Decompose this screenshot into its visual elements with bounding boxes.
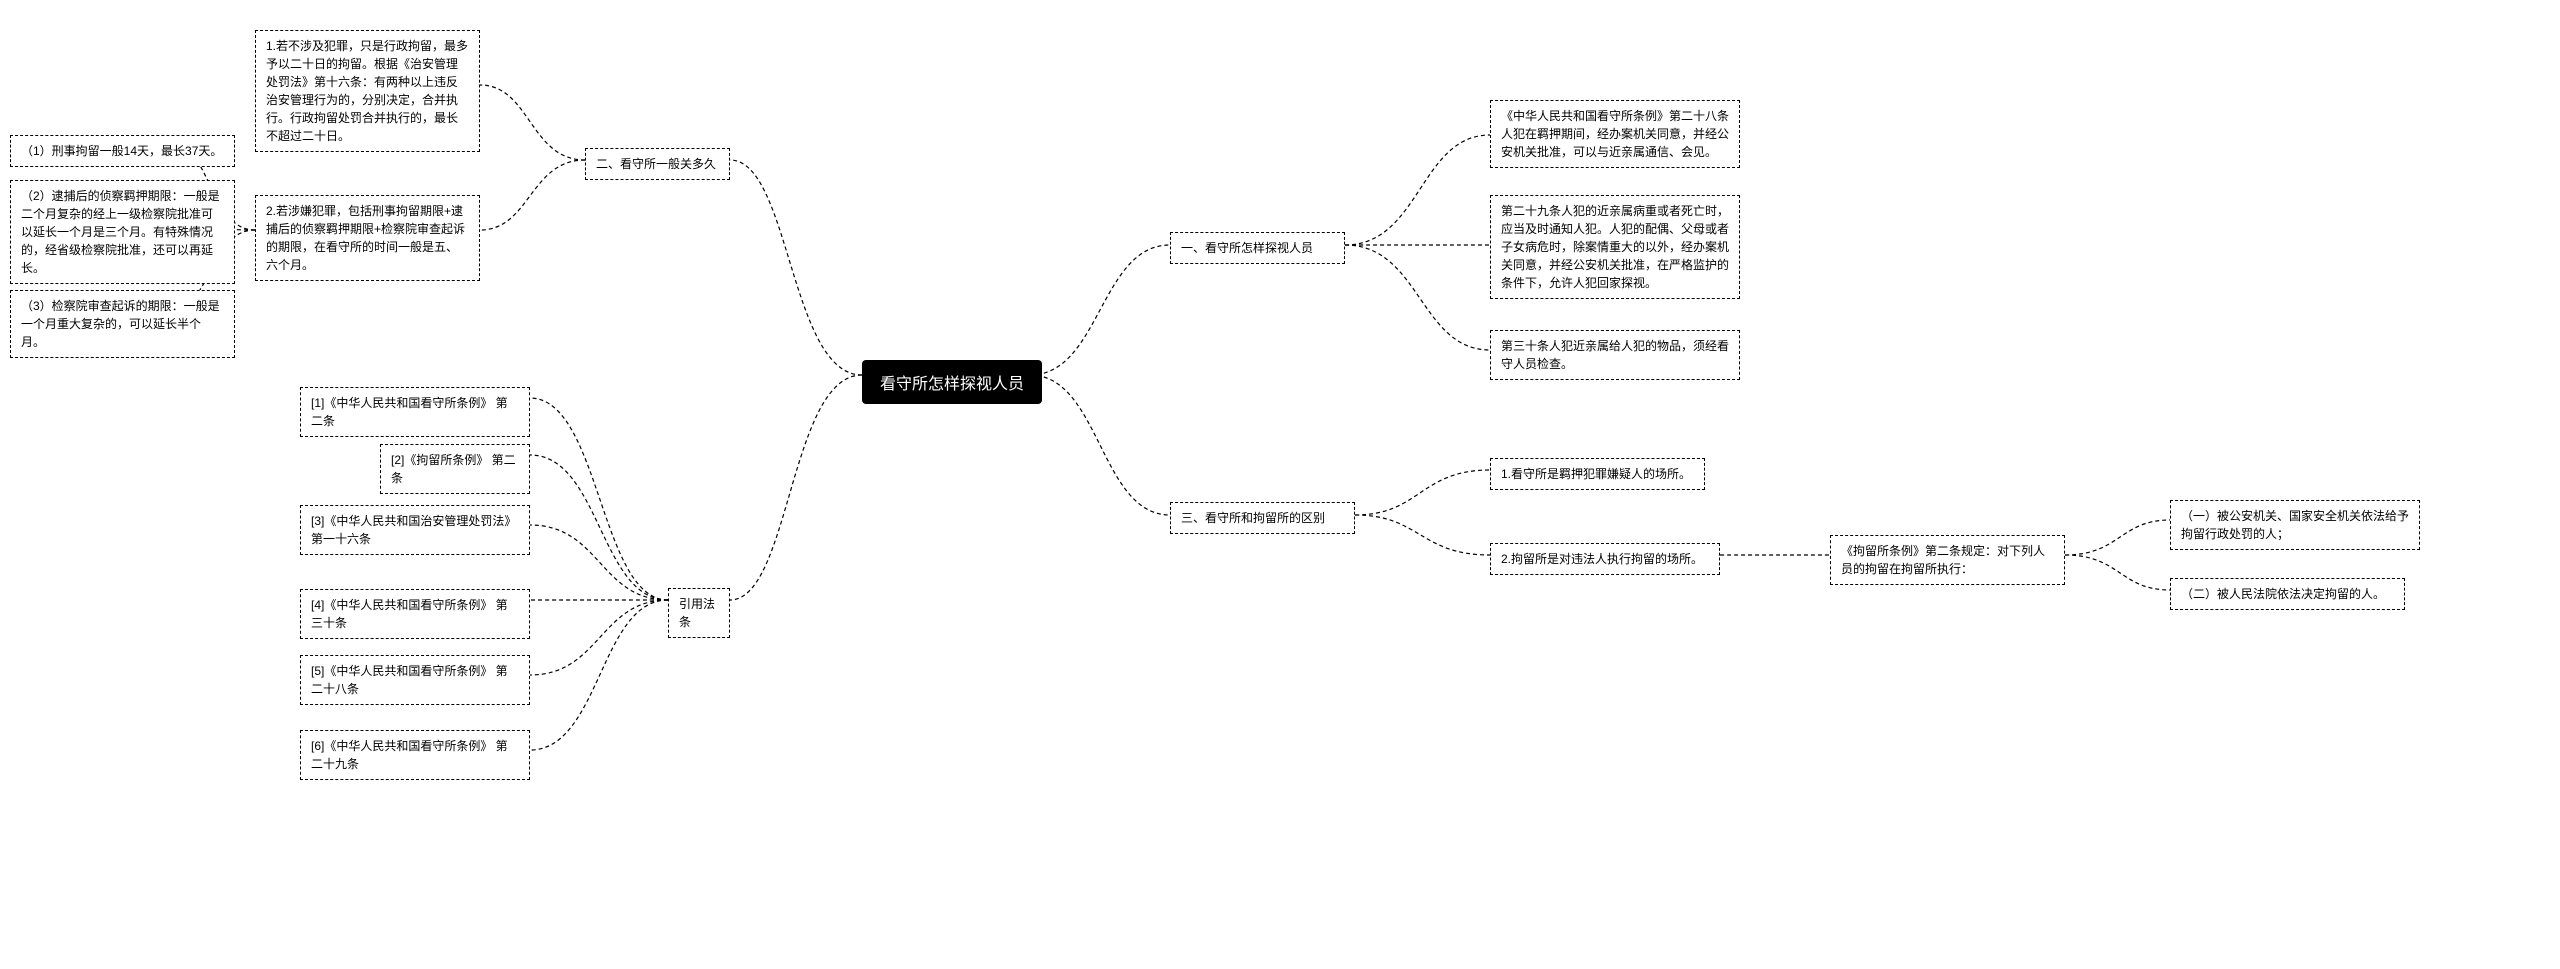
section-2-item-2-sub-1: （1）刑事拘留一般14天，最长37天。 [10,135,235,167]
section-3-title: 三、看守所和拘留所的区别 [1170,502,1355,534]
section-2-item-2: 2.若涉嫌犯罪，包括刑事拘留期限+逮捕后的侦察羁押期限+检察院审查起诉的期限，在… [255,195,480,281]
section-1-item-1: 《中华人民共和国看守所条例》第二十八条人犯在羁押期间，经办案机关同意，并经公安机… [1490,100,1740,168]
section-2-item-2-sub-2: （2）逮捕后的侦察羁押期限：一般是二个月复杂的经上一级检察院批准可以延长一个月是… [10,180,235,284]
root-node: 看守所怎样探视人员 [862,360,1042,404]
section-1-title: 一、看守所怎样探视人员 [1170,232,1345,264]
section-2-title: 二、看守所一般关多久 [585,148,730,180]
section-3-item-2-sub-1: （一）被公安机关、国家安全机关依法给予拘留行政处罚的人； [2170,500,2420,550]
laws-item-6: [6]《中华人民共和国看守所条例》 第二十九条 [300,730,530,780]
section-3-item-2-sub: 《拘留所条例》第二条规定：对下列人员的拘留在拘留所执行： [1830,535,2065,585]
laws-item-2: [2]《拘留所条例》 第二条 [380,444,530,494]
section-3-item-1: 1.看守所是羁押犯罪嫌疑人的场所。 [1490,458,1705,490]
root-label: 看守所怎样探视人员 [880,376,1024,393]
section-1-item-3: 第三十条人犯近亲属给人犯的物品，须经看守人员检查。 [1490,330,1740,380]
section-1-item-2: 第二十九条人犯的近亲属病重或者死亡时，应当及时通知人犯。人犯的配偶、父母或者子女… [1490,195,1740,299]
section-3-item-2: 2.拘留所是对违法人执行拘留的场所。 [1490,543,1720,575]
laws-title: 引用法条 [668,588,730,638]
laws-item-4: [4]《中华人民共和国看守所条例》 第三十条 [300,589,530,639]
laws-item-3: [3]《中华人民共和国治安管理处罚法》 第一十六条 [300,505,530,555]
section-3-item-2-sub-2: （二）被人民法院依法决定拘留的人。 [2170,578,2405,610]
laws-item-5: [5]《中华人民共和国看守所条例》 第二十八条 [300,655,530,705]
section-2-item-2-sub-3: （3）检察院审查起诉的期限：一般是一个月重大复杂的，可以延长半个月。 [10,290,235,358]
laws-item-1: [1]《中华人民共和国看守所条例》 第二条 [300,387,530,437]
section-2-item-1: 1.若不涉及犯罪，只是行政拘留，最多予以二十日的拘留。根据《治安管理处罚法》第十… [255,30,480,152]
